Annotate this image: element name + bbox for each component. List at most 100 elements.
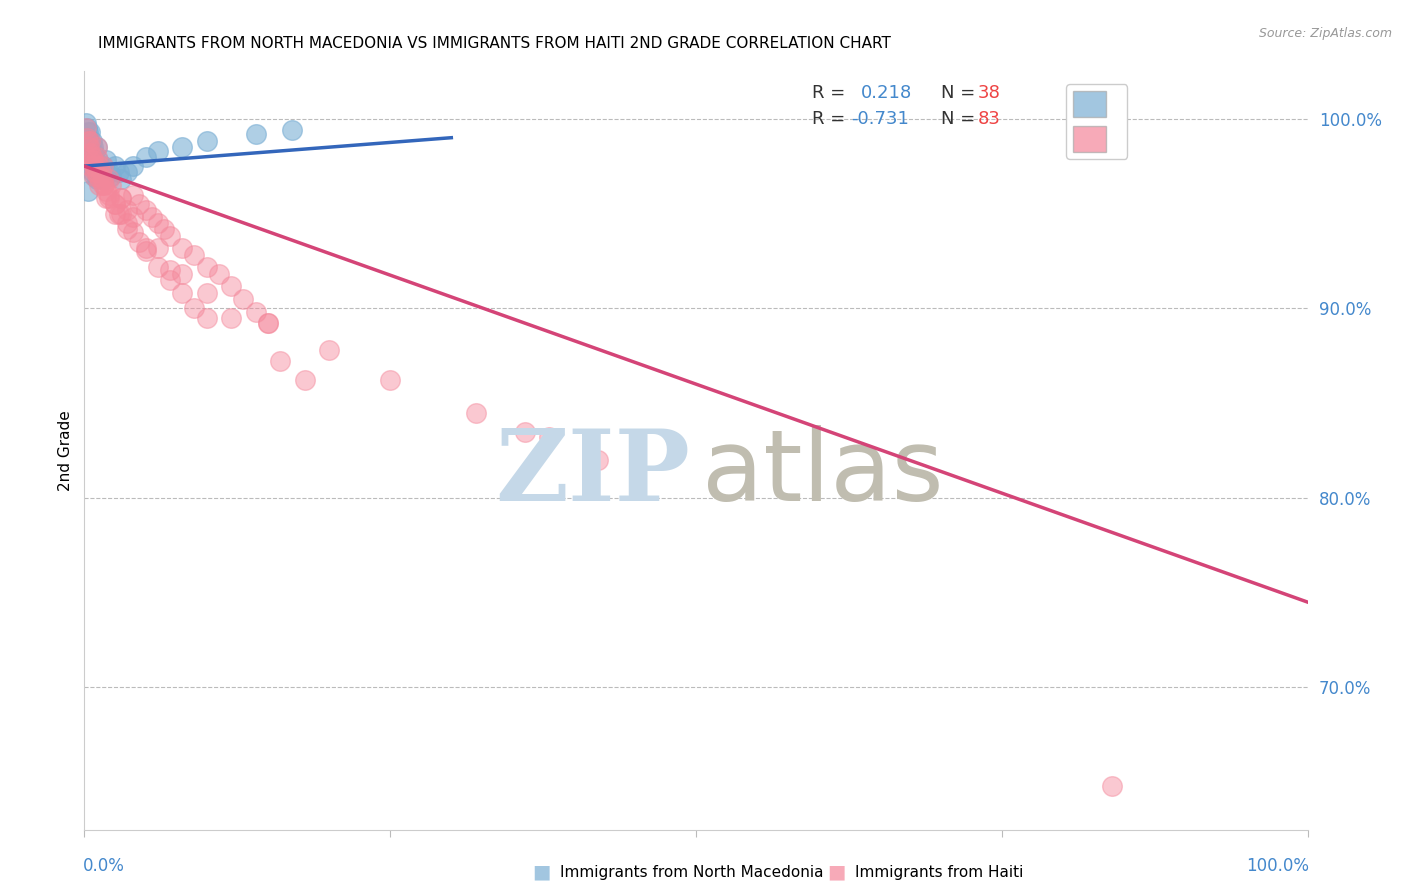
Point (87, 178, 110, 192)
Point (135, 150, 157, 164)
Point (110, 191, 132, 205)
Point (135, 244, 157, 259)
Point (97, 187, 120, 202)
Point (77, 135, 100, 149)
Text: Immigrants from North Macedonia: Immigrants from North Macedonia (560, 865, 823, 880)
Point (380, 373, 402, 387)
Point (146, 216, 169, 230)
Point (90, 165, 112, 179)
Point (104, 197, 127, 211)
Point (146, 260, 169, 274)
Point (195, 135, 218, 149)
Point (538, 430, 561, 444)
Text: Immigrants from Haiti: Immigrants from Haiti (855, 865, 1024, 880)
Point (115, 216, 138, 230)
Point (172, 286, 194, 301)
Point (281, 123, 304, 137)
Point (318, 343, 340, 357)
Point (153, 221, 176, 235)
Text: R =: R = (813, 84, 845, 102)
Point (96, 191, 118, 205)
Point (96, 184, 118, 198)
Point (75, 121, 97, 136)
Point (513, 425, 536, 439)
Point (76, 121, 98, 136)
Point (245, 127, 267, 141)
Point (97, 172, 120, 186)
Point (128, 235, 150, 249)
Point (86, 140, 108, 154)
Point (115, 221, 138, 235)
Point (80, 159, 103, 173)
Point (195, 260, 218, 274)
Point (245, 305, 267, 319)
Point (87, 169, 110, 183)
Point (219, 310, 242, 325)
Point (135, 241, 157, 255)
Point (77, 140, 100, 154)
Point (83, 145, 105, 160)
Legend: , : , (1066, 84, 1128, 159)
Point (128, 197, 150, 211)
Point (257, 317, 280, 331)
Point (232, 292, 254, 306)
Text: ZIP: ZIP (495, 425, 690, 522)
Point (84, 153, 107, 168)
Point (97, 191, 120, 205)
Point (87, 153, 110, 168)
Point (1101, 779, 1123, 793)
Point (86, 172, 108, 186)
Point (93, 178, 115, 192)
Point (269, 354, 291, 368)
Point (93, 172, 115, 186)
Point (91, 172, 114, 186)
Point (110, 191, 132, 205)
Text: -0.731: -0.731 (851, 111, 910, 128)
Point (294, 373, 316, 387)
Text: Source: ZipAtlas.com: Source: ZipAtlas.com (1258, 27, 1392, 40)
Point (79, 153, 101, 168)
Point (122, 187, 145, 202)
Point (76, 130, 98, 145)
Point (83, 159, 105, 173)
Point (159, 273, 181, 287)
Point (79, 135, 101, 149)
Point (83, 169, 105, 183)
Point (195, 286, 218, 301)
Point (82, 140, 104, 154)
Point (82, 165, 104, 179)
Text: R =: R = (813, 111, 845, 128)
Point (79, 150, 101, 164)
Point (172, 267, 194, 281)
Point (146, 241, 169, 255)
Point (79, 159, 101, 173)
Point (172, 140, 194, 154)
Point (77, 130, 100, 145)
Point (83, 169, 105, 183)
Point (77, 135, 100, 149)
Point (91, 159, 114, 173)
Text: atlas: atlas (702, 425, 943, 522)
Point (122, 226, 145, 240)
Point (86, 150, 108, 164)
Point (86, 140, 108, 154)
Point (97, 165, 120, 179)
Point (464, 405, 486, 419)
Point (104, 206, 127, 220)
Point (110, 172, 132, 186)
Point (183, 248, 205, 262)
Point (159, 263, 181, 277)
Point (96, 153, 118, 168)
Point (79, 145, 101, 160)
Point (115, 165, 138, 179)
Point (82, 153, 104, 168)
Point (115, 202, 138, 217)
Point (87, 159, 110, 173)
Text: 83: 83 (977, 111, 1000, 128)
Point (77, 125, 100, 139)
Point (219, 278, 242, 293)
Point (90, 169, 112, 183)
Point (75, 115, 97, 129)
Point (104, 197, 127, 211)
Point (100, 169, 122, 183)
